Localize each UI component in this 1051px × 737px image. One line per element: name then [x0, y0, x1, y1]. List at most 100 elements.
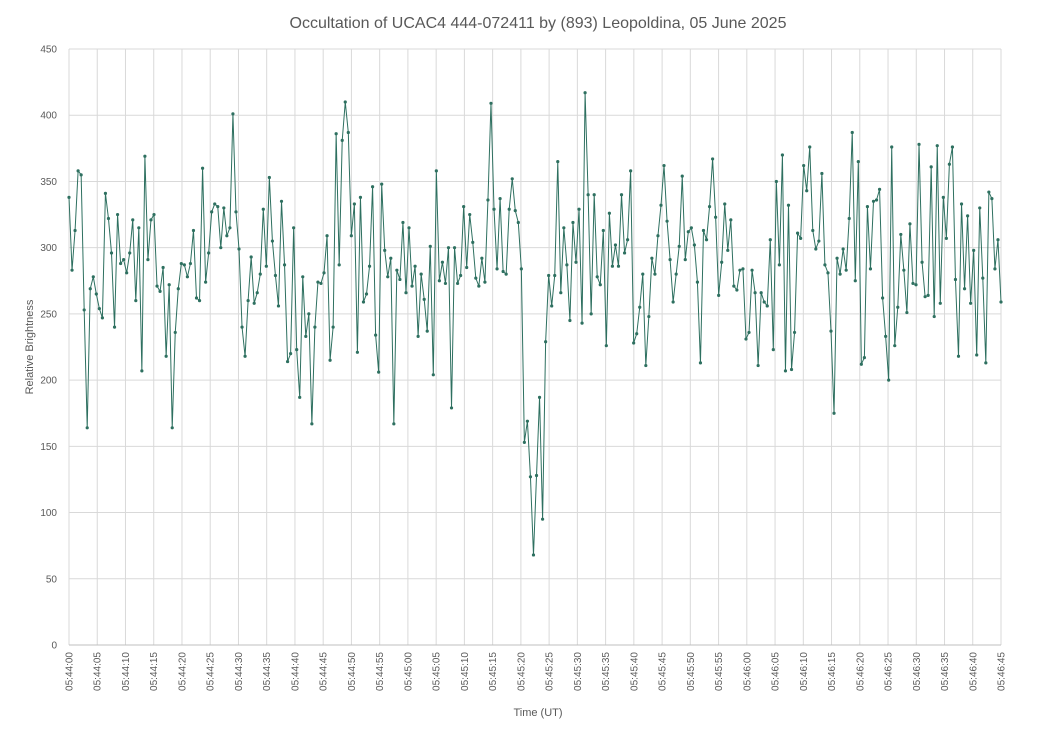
series-line — [68, 92, 1002, 556]
data-point — [316, 280, 320, 284]
data-point — [838, 272, 842, 276]
data-point — [501, 269, 505, 274]
data-point — [601, 228, 605, 233]
data-point — [929, 165, 933, 169]
data-point — [109, 251, 114, 255]
x-tick-label: 05:46:05 — [771, 652, 782, 691]
data-point — [97, 306, 101, 311]
x-tick-label: 05:44:30 — [234, 652, 245, 691]
data-point — [808, 145, 812, 149]
x-tick-label: 05:46:45 — [997, 652, 1008, 691]
y-tick-label: 0 — [51, 641, 57, 652]
data-point — [735, 288, 739, 292]
data-point — [911, 281, 915, 286]
x-tick-label: 05:45:50 — [686, 652, 697, 691]
data-point — [908, 222, 912, 226]
data-point — [984, 361, 988, 365]
data-point — [191, 228, 196, 233]
data-point — [225, 234, 229, 238]
data-point — [707, 205, 712, 209]
data-point — [452, 246, 457, 250]
data-point — [805, 189, 809, 193]
data-point — [489, 101, 493, 105]
x-tick-label: 05:45:20 — [516, 652, 527, 691]
data-point — [331, 325, 335, 329]
data-point — [197, 299, 202, 303]
data-point — [768, 238, 772, 242]
data-point — [993, 267, 997, 271]
data-point — [789, 367, 794, 372]
data-point — [267, 175, 271, 180]
data-point — [619, 193, 624, 197]
x-tick-label: 05:45:05 — [432, 652, 443, 691]
y-tick-label: 100 — [40, 508, 57, 519]
data-point — [856, 159, 860, 164]
data-point — [871, 199, 876, 203]
data-point — [884, 334, 888, 338]
data-point — [292, 226, 296, 230]
data-point — [234, 210, 238, 214]
data-point — [210, 210, 214, 214]
data-point — [434, 169, 438, 173]
data-point — [179, 261, 183, 266]
data-point — [777, 263, 781, 267]
data-point — [82, 308, 86, 312]
data-point — [440, 260, 445, 264]
data-point — [893, 344, 897, 348]
data-point — [404, 291, 408, 295]
data-point — [583, 91, 587, 95]
data-point — [956, 354, 961, 358]
data-point — [252, 301, 256, 305]
data-point — [289, 352, 293, 356]
data-point — [950, 145, 955, 149]
data-point — [792, 330, 797, 335]
data-point — [507, 207, 511, 211]
data-point — [568, 318, 572, 323]
x-tick-label: 05:46:40 — [968, 652, 979, 691]
data-point — [446, 246, 451, 250]
data-point — [589, 312, 593, 316]
data-point — [428, 244, 432, 248]
data-point — [370, 185, 375, 189]
data-point — [683, 257, 687, 262]
data-point — [471, 240, 475, 244]
data-point — [528, 475, 533, 479]
data-point — [328, 358, 332, 362]
data-point — [380, 182, 384, 186]
data-point — [115, 212, 120, 217]
data-point — [194, 296, 199, 300]
data-point — [550, 304, 554, 308]
data-point — [762, 300, 766, 304]
data-point — [79, 173, 83, 177]
data-point — [653, 272, 657, 276]
data-point — [468, 212, 472, 217]
data-point — [953, 277, 958, 282]
data-point — [680, 174, 684, 178]
data-point — [325, 234, 329, 238]
data-point — [483, 280, 487, 284]
data-point — [817, 239, 821, 243]
data-point — [465, 265, 469, 270]
data-point — [598, 283, 602, 287]
data-point — [383, 248, 387, 252]
data-point — [701, 228, 706, 233]
x-tick-label: 05:44:35 — [262, 652, 273, 691]
data-point — [747, 330, 751, 335]
data-point — [70, 268, 74, 272]
gridlines — [68, 48, 1002, 645]
data-point — [868, 267, 873, 271]
data-point — [726, 248, 730, 252]
data-point — [562, 226, 566, 230]
x-tick-label: 05:45:35 — [601, 652, 612, 691]
data-point — [352, 202, 356, 206]
data-point — [213, 202, 217, 206]
data-point — [298, 395, 302, 399]
data-point — [990, 197, 994, 201]
data-point — [319, 281, 323, 286]
data-point — [355, 350, 359, 354]
data-point — [975, 353, 979, 357]
data-point — [313, 325, 317, 329]
x-tick-label: 05:44:40 — [290, 652, 301, 691]
data-point — [88, 287, 92, 291]
